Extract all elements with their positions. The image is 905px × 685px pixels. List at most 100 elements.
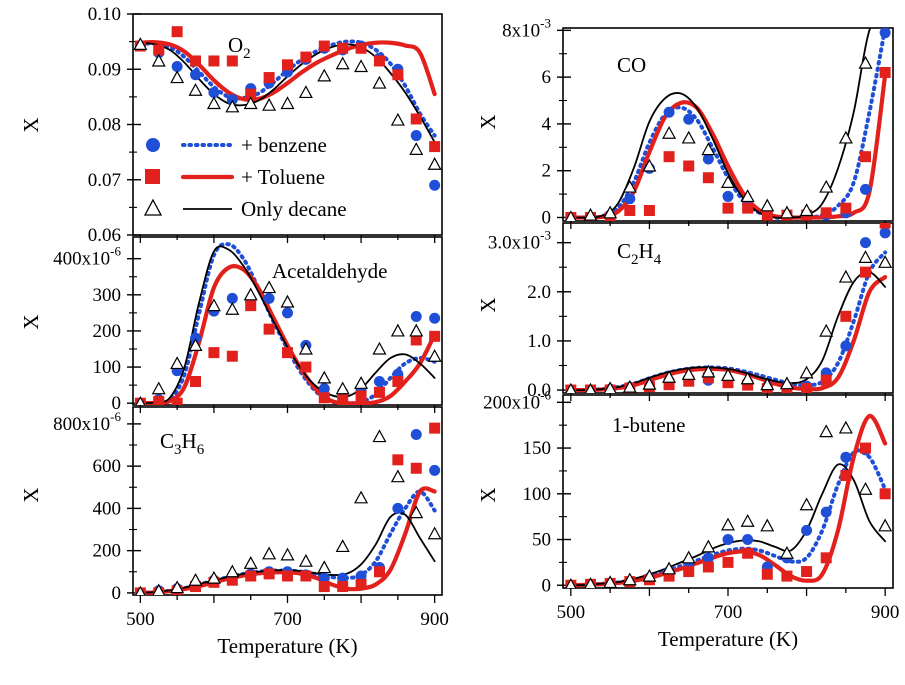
point-toluene bbox=[153, 395, 165, 405]
x-tick-label: 700 bbox=[273, 609, 302, 630]
point-toluene bbox=[410, 334, 422, 346]
point-decane bbox=[372, 429, 387, 443]
point-decane bbox=[584, 382, 597, 393]
legend-label: Only decane bbox=[241, 197, 347, 221]
y-tick-label: 400 bbox=[93, 498, 122, 519]
point-decane bbox=[317, 560, 332, 574]
point-toluene bbox=[318, 40, 330, 52]
point-benzene bbox=[282, 307, 293, 319]
point-decane bbox=[188, 338, 203, 351]
point-toluene bbox=[761, 209, 773, 221]
y-tick-label: 400x10-6 bbox=[53, 244, 121, 270]
point-decane bbox=[262, 546, 277, 560]
legend-marker-triangle bbox=[143, 198, 163, 216]
point-toluene bbox=[226, 350, 238, 362]
point-decane bbox=[760, 198, 775, 212]
point-toluene bbox=[373, 55, 385, 67]
point-decane bbox=[701, 142, 716, 156]
point-benzene bbox=[742, 534, 754, 546]
point-benzene bbox=[429, 179, 441, 191]
y-tick-label: 200 bbox=[93, 321, 122, 342]
point-toluene bbox=[245, 300, 257, 312]
point-toluene bbox=[410, 462, 422, 474]
y-tick-label: 800x10-6 bbox=[53, 409, 121, 435]
point-toluene bbox=[208, 55, 220, 67]
point-toluene bbox=[208, 347, 220, 359]
point-toluene bbox=[840, 202, 852, 214]
y-tick-label: 200x10-6 bbox=[483, 387, 551, 413]
point-toluene bbox=[879, 488, 891, 500]
point-toluene bbox=[801, 383, 813, 393]
point-decane bbox=[662, 126, 677, 139]
y-axis-title: X bbox=[476, 297, 500, 312]
point-benzene bbox=[820, 506, 832, 518]
point-toluene bbox=[722, 377, 734, 389]
point-decane bbox=[409, 323, 424, 337]
point-decane bbox=[681, 130, 696, 144]
point-decane bbox=[390, 112, 405, 126]
point-decane bbox=[170, 70, 185, 84]
point-decane bbox=[390, 323, 405, 337]
point-toluene bbox=[282, 347, 293, 359]
point-decane bbox=[372, 341, 387, 355]
point-benzene bbox=[337, 572, 349, 584]
point-decane bbox=[427, 157, 442, 170]
point-decane bbox=[799, 203, 814, 217]
point-decane bbox=[622, 179, 637, 193]
point-decane bbox=[243, 287, 258, 301]
point-toluene bbox=[742, 202, 754, 214]
point-decane bbox=[565, 578, 577, 588]
point-decane bbox=[409, 505, 424, 519]
point-decane bbox=[879, 15, 891, 26]
y-tick-label: 200 bbox=[93, 541, 122, 562]
point-benzene bbox=[171, 60, 183, 72]
point-decane bbox=[243, 556, 258, 569]
series-layer bbox=[565, 223, 893, 393]
point-decane bbox=[838, 130, 853, 144]
point-decane bbox=[280, 96, 295, 110]
series-line-solid-thick bbox=[568, 413, 888, 588]
panel-acetaldehyde: 0 100 200 300 400x10-6 X Acetaldehyde bbox=[19, 236, 443, 414]
point-decane bbox=[858, 250, 873, 263]
y-tick-label: 4 bbox=[542, 114, 552, 135]
point-toluene bbox=[742, 547, 754, 559]
point-decane bbox=[243, 96, 258, 110]
point-toluene bbox=[226, 574, 238, 586]
point-toluene bbox=[355, 390, 367, 402]
point-toluene bbox=[429, 330, 441, 342]
legend-row: + benzene bbox=[146, 133, 327, 157]
point-toluene bbox=[840, 310, 852, 322]
point-decane bbox=[622, 572, 637, 586]
series-line-dotted-line bbox=[138, 39, 437, 138]
point-decane bbox=[170, 580, 185, 594]
point-decane bbox=[779, 376, 794, 390]
point-toluene bbox=[171, 397, 183, 405]
point-decane bbox=[152, 583, 166, 595]
point-toluene bbox=[245, 570, 257, 582]
point-decane bbox=[262, 280, 277, 294]
y-tick-label: 6 bbox=[542, 67, 552, 88]
point-decane bbox=[427, 526, 442, 540]
point-benzene bbox=[702, 153, 714, 165]
point-decane bbox=[878, 255, 893, 268]
legend: + benzene + Toluene Only decane bbox=[143, 133, 347, 221]
point-benzene bbox=[410, 130, 422, 142]
y-axis-title: X bbox=[19, 314, 43, 329]
point-toluene bbox=[300, 361, 312, 373]
point-toluene bbox=[300, 51, 312, 63]
point-decane bbox=[280, 294, 295, 308]
point-decane bbox=[188, 82, 203, 96]
point-decane bbox=[354, 376, 369, 389]
point-benzene bbox=[373, 376, 385, 388]
point-toluene bbox=[337, 581, 349, 593]
point-decane bbox=[225, 564, 240, 578]
point-decane bbox=[779, 205, 794, 219]
y-tick-label: 0.07 bbox=[88, 170, 121, 191]
point-toluene bbox=[860, 442, 871, 454]
point-decane bbox=[354, 59, 369, 73]
point-benzene bbox=[263, 292, 275, 304]
point-decane bbox=[298, 341, 313, 355]
point-decane bbox=[564, 210, 577, 221]
point-decane bbox=[858, 481, 873, 495]
